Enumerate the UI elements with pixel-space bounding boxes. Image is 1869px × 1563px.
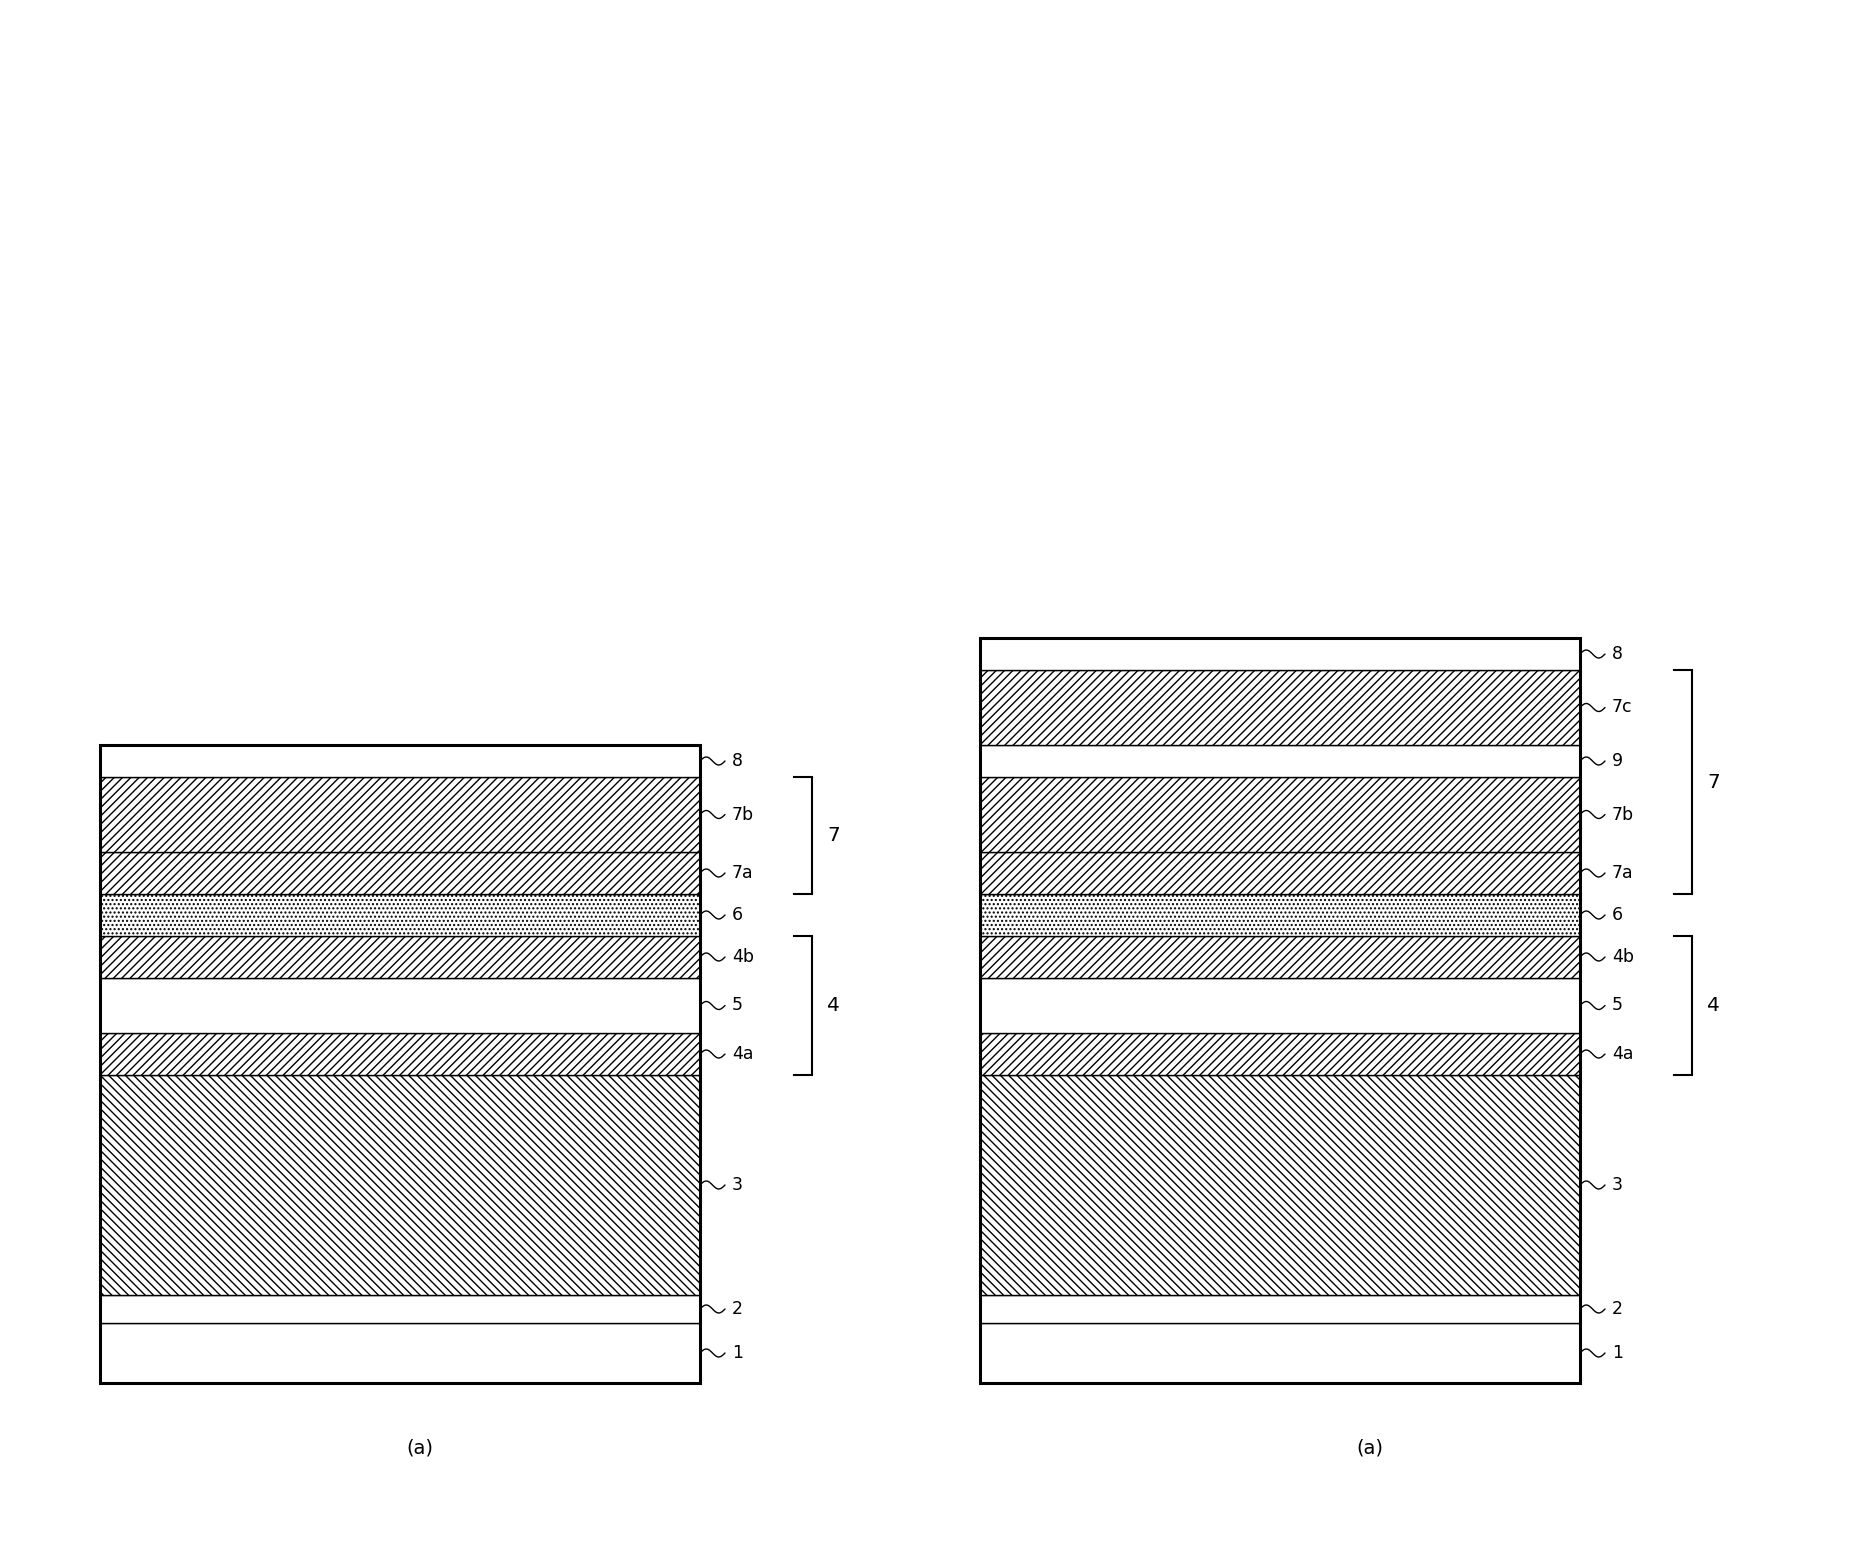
Bar — [101, 1322, 701, 1383]
Bar — [101, 852, 701, 894]
Bar — [979, 1075, 1579, 1296]
Text: 6: 6 — [733, 907, 744, 924]
Bar — [979, 777, 1579, 852]
Text: (a): (a) — [1357, 1438, 1383, 1457]
Text: 4b: 4b — [1611, 949, 1634, 966]
Bar — [979, 978, 1579, 1033]
Bar — [101, 1033, 701, 1075]
Bar — [979, 671, 1579, 746]
Bar — [101, 746, 701, 1383]
Text: 4a: 4a — [1611, 1046, 1634, 1063]
Text: 2: 2 — [1611, 1300, 1622, 1318]
Bar — [979, 746, 1579, 777]
Bar — [979, 638, 1579, 671]
Text: 1: 1 — [1611, 1344, 1622, 1361]
Text: 2: 2 — [733, 1300, 744, 1318]
Text: 5: 5 — [1611, 997, 1622, 1014]
Text: 7b: 7b — [733, 805, 753, 824]
Text: 9: 9 — [1611, 752, 1622, 771]
Bar — [101, 1075, 701, 1296]
Text: 4a: 4a — [733, 1046, 753, 1063]
Text: 7: 7 — [826, 825, 839, 846]
Bar — [979, 1322, 1579, 1383]
Text: 6: 6 — [1611, 907, 1622, 924]
Text: 4: 4 — [1706, 996, 1719, 1014]
Text: 5: 5 — [733, 997, 744, 1014]
Text: 7c: 7c — [1611, 699, 1634, 716]
Bar — [101, 894, 701, 936]
Bar — [979, 1296, 1579, 1322]
Text: 4: 4 — [826, 996, 839, 1014]
Text: 8: 8 — [733, 752, 744, 771]
Text: 3: 3 — [1611, 1175, 1622, 1194]
Text: 7a: 7a — [1611, 864, 1634, 882]
Bar — [101, 978, 701, 1033]
Bar — [979, 638, 1579, 1383]
Bar — [979, 1033, 1579, 1075]
Text: 7: 7 — [1706, 772, 1719, 791]
Text: 8: 8 — [1611, 646, 1622, 663]
Text: (a): (a) — [406, 1438, 434, 1457]
Text: 7a: 7a — [733, 864, 753, 882]
Bar — [101, 936, 701, 978]
Bar — [101, 777, 701, 852]
Text: 7b: 7b — [1611, 805, 1634, 824]
Bar — [979, 852, 1579, 894]
Bar — [101, 1296, 701, 1322]
Bar — [979, 936, 1579, 978]
Text: 4b: 4b — [733, 949, 753, 966]
Bar — [101, 746, 701, 777]
Text: 1: 1 — [733, 1344, 744, 1361]
Bar — [979, 894, 1579, 936]
Text: 3: 3 — [733, 1175, 744, 1194]
